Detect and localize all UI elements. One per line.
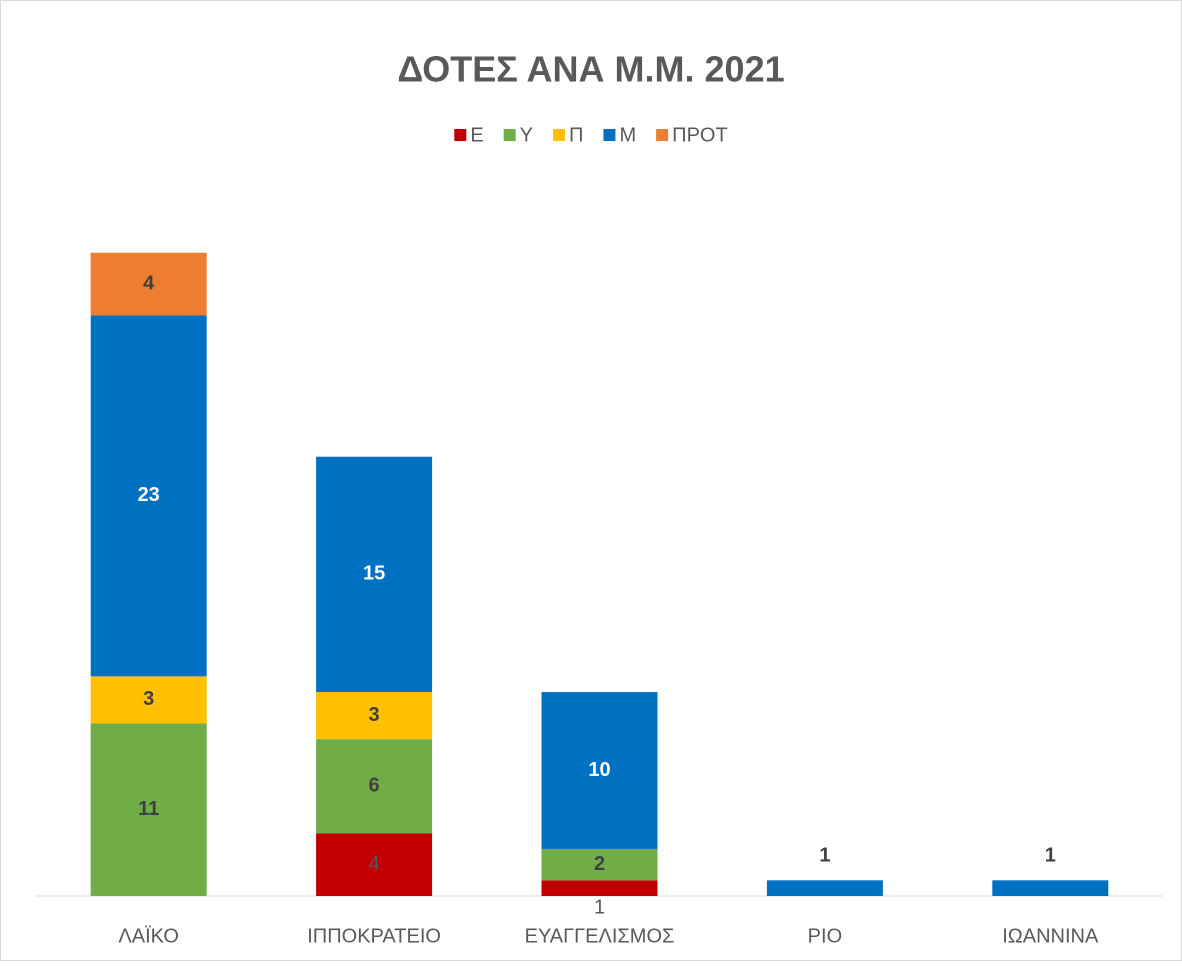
x-tick-label: ΕΥΑΓΓΕΛΙΣΜΟΣ (525, 925, 675, 947)
x-tick-label: ΙΩΑΝΝΙΝΑ (1002, 925, 1099, 947)
legend-swatch (656, 129, 669, 141)
data-label: 3 (143, 688, 154, 710)
x-tick-label: ΛΑΪΚΟ (118, 925, 179, 947)
legend-label: ΠΡΟΤ (672, 124, 728, 146)
bar-segment (541, 848, 658, 881)
bar-segment (541, 692, 658, 849)
legend-swatch (603, 129, 616, 141)
data-label: 1 (819, 845, 830, 867)
bar-segment (766, 880, 883, 896)
chart-title: ΔΟΤΕΣ ΑΝΑ Μ.Μ. 2021 (397, 49, 784, 90)
bar-segment (316, 456, 433, 693)
legend-swatch (454, 129, 467, 141)
data-label: 23 (138, 484, 160, 506)
x-tick-label: ΡΙΟ (808, 925, 842, 947)
data-label: 11 (138, 798, 159, 820)
bar-segment (90, 676, 207, 724)
data-label: 10 (588, 759, 610, 781)
x-tick-label: ΙΠΠΟΚΡΑΤΕΙΟ (307, 925, 441, 947)
bar-segment (316, 692, 433, 740)
legend-label: Μ (619, 124, 636, 146)
bar-segment (90, 723, 207, 896)
data-label: 4 (143, 272, 155, 294)
data-label: 3 (369, 704, 380, 726)
bar-segment (541, 880, 658, 896)
data-label: 1 (1045, 845, 1056, 867)
legend-label: Υ (520, 124, 533, 146)
bar-segment (316, 739, 433, 834)
data-label: 15 (363, 563, 385, 585)
data-label: 2 (594, 853, 605, 875)
bar-segment (992, 880, 1109, 896)
legend-label: Π (569, 124, 583, 146)
bar-segment (90, 252, 207, 316)
data-label: 4 (369, 853, 380, 875)
data-label: 6 (369, 774, 380, 796)
bar-segment (90, 315, 207, 677)
legend-swatch (503, 129, 516, 141)
legend-swatch (553, 129, 565, 141)
data-label: 1 (594, 896, 605, 918)
legend-label: Ε (470, 124, 483, 146)
bar-segment (316, 833, 433, 896)
